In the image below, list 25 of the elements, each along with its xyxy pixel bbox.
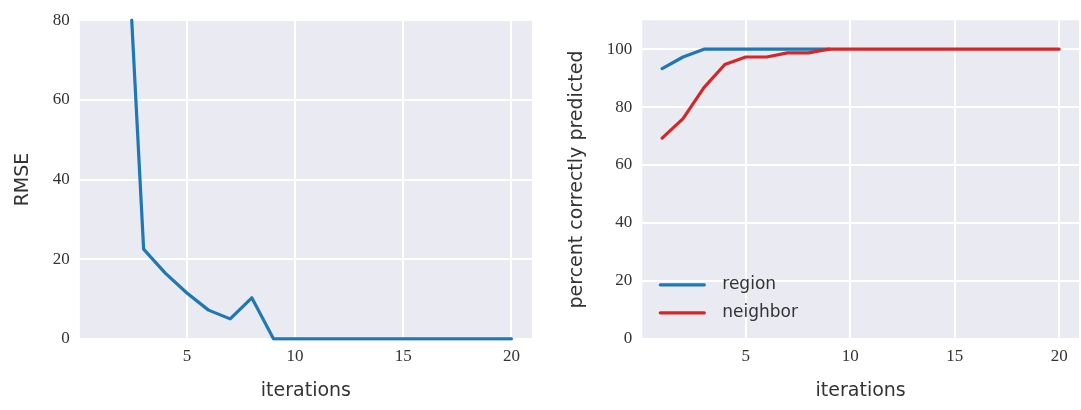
x-tick-label: 20 <box>502 346 520 366</box>
y-axis-title: percent correctly predicted <box>564 50 587 309</box>
y-tick-label: 80 <box>615 96 633 116</box>
x-tick-label: 20 <box>1050 346 1068 366</box>
x-tick-label: 15 <box>946 346 964 366</box>
y-tick-label: 20 <box>615 270 633 290</box>
y-tick-label: 60 <box>615 154 633 174</box>
y-tick-label: 40 <box>52 168 70 188</box>
legend-label: region <box>722 273 777 294</box>
x-tick-label: 10 <box>841 346 859 366</box>
y-tick-label: 20 <box>52 248 70 268</box>
y-tick-label: 0 <box>61 328 70 348</box>
x-axis-title: iterations <box>260 377 351 400</box>
x-tick-label: 5 <box>182 346 192 366</box>
x-tick-label: 10 <box>286 346 304 366</box>
y-tick-label: 40 <box>615 212 633 232</box>
legend-label: neighbor <box>722 301 799 322</box>
y-axis-title: RMSE <box>10 152 33 207</box>
y-tick-label: 0 <box>623 328 633 348</box>
x-tick-label: 5 <box>741 346 750 366</box>
y-tick-label: 80 <box>52 9 70 29</box>
y-tick-label: 60 <box>52 89 70 109</box>
x-tick-label: 15 <box>394 346 412 366</box>
y-tick-label: 100 <box>606 38 633 58</box>
x-axis-title: iterations <box>815 377 906 400</box>
